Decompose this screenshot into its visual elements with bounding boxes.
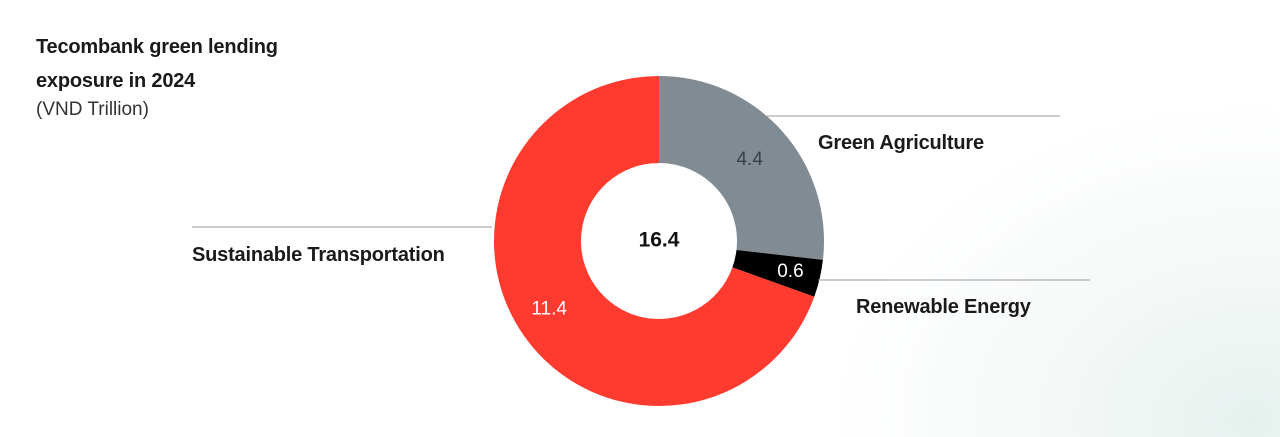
- category-label-renewable-energy: Renewable Energy: [856, 296, 1031, 318]
- donut-slices: [493, 75, 824, 406]
- leader-lines: [192, 115, 1090, 281]
- chart-title-block: Tecombank green lending exposure in 2024…: [36, 30, 336, 122]
- value-labels: 4.4 0.6 11.4: [531, 149, 803, 319]
- chart-subtitle: (VND Trillion): [36, 99, 149, 120]
- donut-total-label: 16.4: [639, 229, 680, 252]
- slice-sustainable-transportation: [493, 75, 815, 406]
- slice-renewable-energy: [732, 249, 823, 297]
- value-label-sustainable-transportation: 11.4: [531, 299, 567, 320]
- chart-title: Tecombank green lending exposure in 2024: [36, 36, 278, 92]
- category-label-green-agriculture: Green Agriculture: [818, 132, 984, 154]
- value-label-renewable-energy: 0.6: [777, 261, 803, 282]
- value-label-green-agriculture: 4.4: [736, 149, 763, 170]
- slice-green-agriculture: [659, 76, 824, 260]
- category-label-sustainable-transportation: Sustainable Transportation: [192, 244, 445, 266]
